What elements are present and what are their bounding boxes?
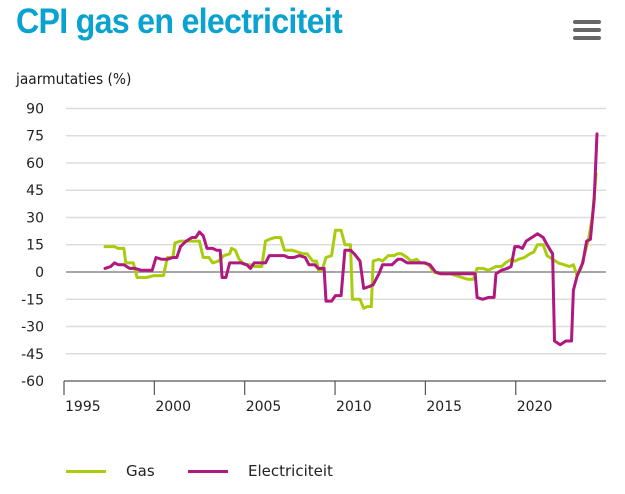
legend-label-gas: Gas	[126, 462, 155, 480]
y-tick-label: 90	[26, 101, 44, 117]
x-tick-label: 2005	[246, 399, 282, 415]
legend-item-electriciteit[interactable]: Electriciteit	[188, 462, 333, 480]
x-tick-label: 2020	[517, 399, 553, 415]
legend-swatch-electriciteit	[188, 469, 228, 473]
legend-item-gas[interactable]: Gas	[66, 462, 155, 480]
y-axis-label: jaarmutaties (%)	[16, 70, 132, 88]
legend-label-electriciteit: Electriciteit	[248, 462, 333, 480]
y-tick-label: 75	[26, 129, 44, 145]
x-tick-label: 2000	[155, 399, 191, 415]
hamburger-menu-icon[interactable]	[573, 20, 601, 42]
y-tick-label: 0	[35, 265, 44, 281]
x-tick-label: 2010	[336, 399, 372, 415]
legend-swatch-gas	[66, 469, 106, 473]
y-tick-label: 45	[26, 183, 44, 199]
x-tick-label: 1995	[65, 399, 101, 415]
y-tick-label: 15	[26, 238, 44, 254]
series-line-electriciteit	[103, 132, 599, 347]
x-axis: 1995 2000 2005 2010 2015 2020	[63, 380, 606, 415]
series-line-gas	[103, 172, 598, 310]
x-tick-label: 2015	[426, 399, 462, 415]
y-tick-label: 60	[26, 156, 44, 172]
chart-title: CPI gas en electriciteit	[16, 2, 343, 41]
y-tick-label: -60	[21, 374, 44, 390]
y-tick-label: -45	[21, 347, 44, 363]
y-tick-label: -15	[21, 292, 44, 308]
y-tick-label: 30	[26, 210, 44, 226]
y-tick-label: -30	[21, 320, 44, 336]
gridlines	[66, 107, 606, 355]
series-lines	[103, 132, 599, 347]
y-tick-labels: 90 75 60 45 30 15 0 -15 -30 -45 -60	[21, 101, 44, 390]
